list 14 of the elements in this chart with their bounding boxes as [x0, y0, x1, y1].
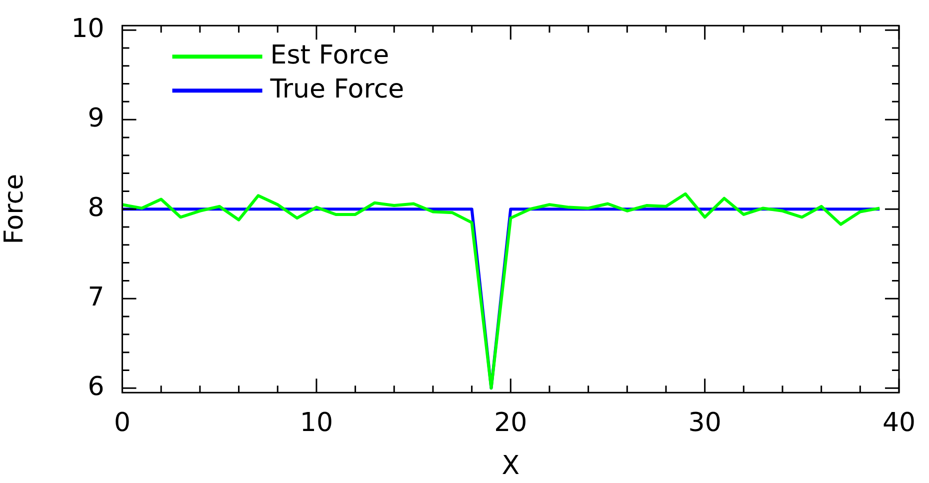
x-tick-label: 20: [494, 408, 528, 438]
x-tick-label: 0: [114, 408, 131, 438]
y-tick-label: 8: [88, 192, 104, 223]
y-axis-title: Force: [0, 174, 30, 244]
x-tick-label: 10: [300, 408, 334, 438]
y-tick-label: 10: [71, 14, 104, 44]
y-tick-label: 7: [88, 282, 104, 312]
legend-label: True Force: [269, 74, 404, 104]
y-tick-label: 9: [88, 103, 104, 134]
x-axis-title: X: [502, 451, 520, 482]
x-tick-label: 30: [688, 408, 722, 438]
legend-label: Est Force: [270, 40, 390, 70]
y-tick-label: 6: [88, 372, 104, 402]
x-tick-label: 40: [882, 408, 916, 438]
